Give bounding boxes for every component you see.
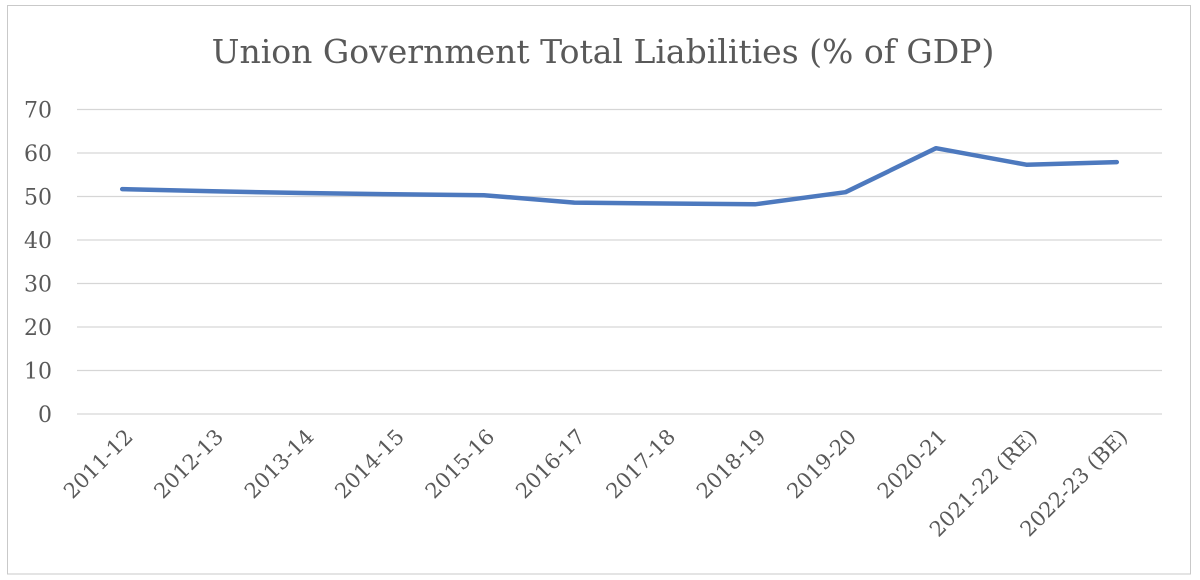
y-tick-label: 10 [24, 360, 52, 385]
y-tick-label: 30 [24, 273, 52, 298]
y-tick-label: 20 [24, 316, 52, 341]
chart-border [7, 5, 1191, 575]
y-tick-label: 0 [38, 403, 52, 428]
y-tick-label: 50 [24, 186, 52, 211]
y-axis-labels: 0 10 20 30 40 50 60 70 [24, 99, 52, 429]
y-tick-label: 40 [24, 229, 52, 254]
chart-title: Union Government Total Liabilities (% of… [212, 32, 995, 71]
y-tick-label: 60 [24, 142, 52, 167]
y-tick-label: 70 [24, 99, 52, 124]
gridlines [77, 108, 1162, 415]
total-liabilities-line [119, 145, 1120, 207]
